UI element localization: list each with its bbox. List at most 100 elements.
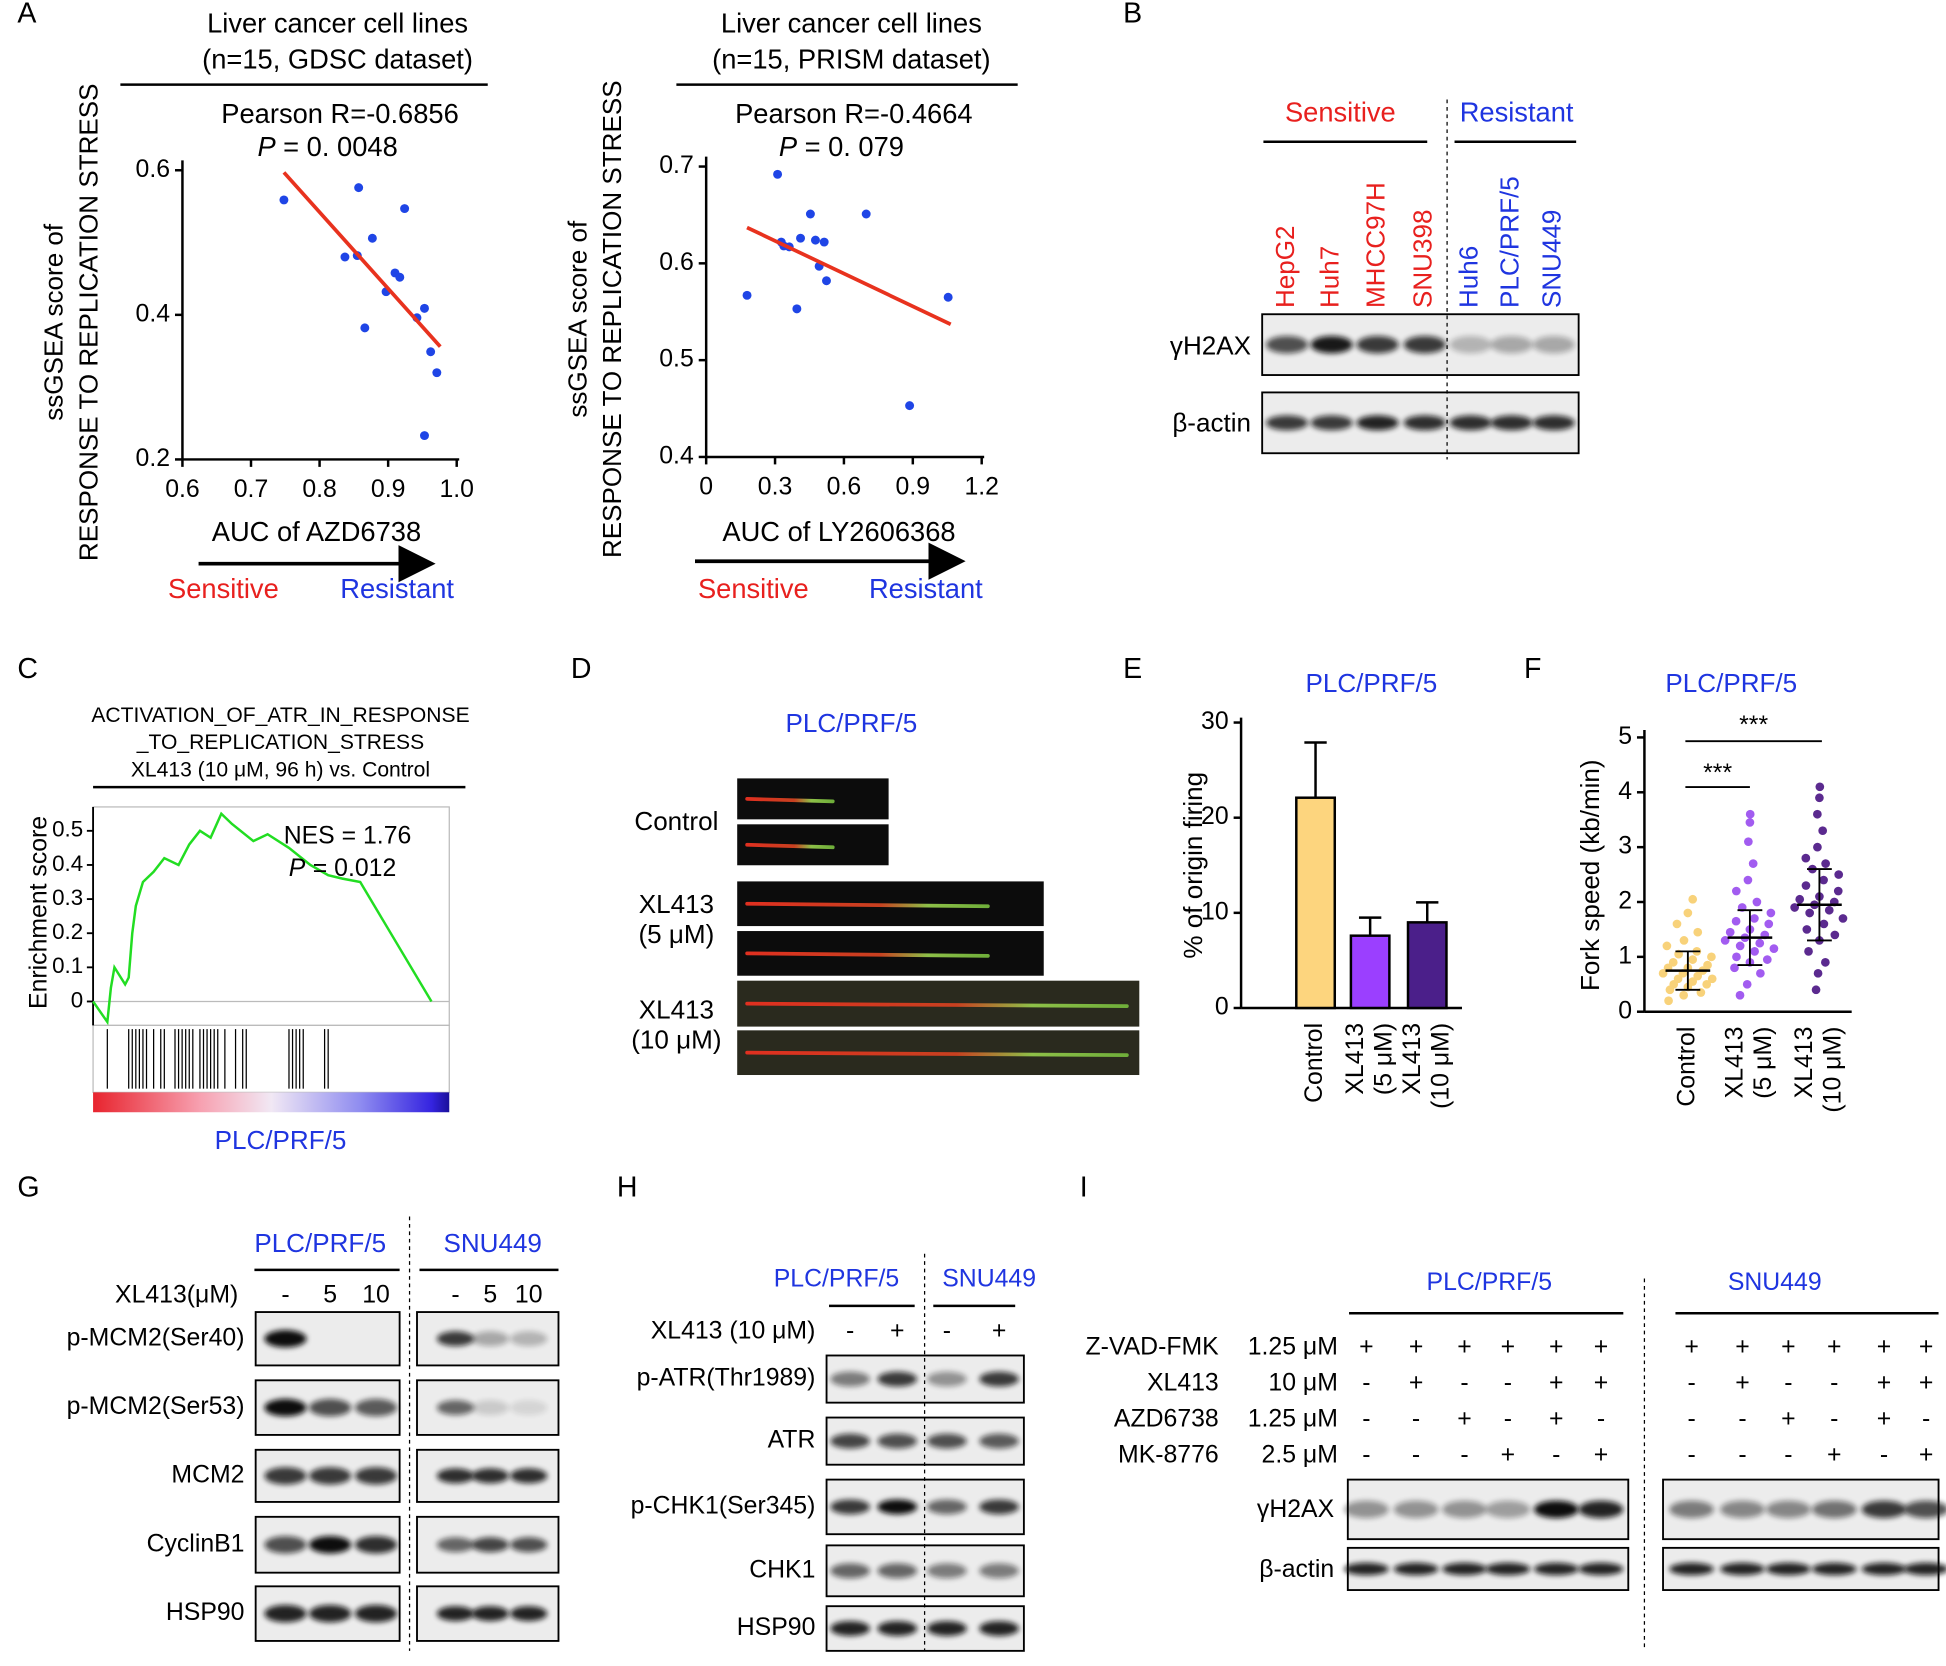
cell-label: SNU449 [942, 1265, 1036, 1292]
band [1393, 1562, 1439, 1576]
band [927, 1621, 967, 1636]
point [1838, 914, 1848, 923]
chart-title: PLC/PRF/5 [1665, 668, 1797, 698]
x-axis-label: AUC of AZD6738 [212, 516, 421, 547]
chart-title: Liver cancer cell lines [721, 7, 982, 38]
fiber [745, 951, 990, 958]
row-label: β-actin [1259, 1556, 1334, 1583]
point [1769, 944, 1779, 953]
fit-line [746, 225, 952, 327]
band [1490, 415, 1533, 431]
point [822, 276, 831, 286]
arrow-label: Resistant [869, 573, 983, 604]
point [819, 237, 829, 247]
x-tick-label: 0.6 [165, 476, 200, 503]
fiber [745, 842, 835, 850]
lane-sign: + [1735, 1370, 1750, 1397]
band [264, 1398, 307, 1417]
point [367, 233, 377, 243]
point [1672, 919, 1682, 929]
x-tick-label: XL413(10 μM) [1791, 1027, 1847, 1113]
point [1795, 894, 1805, 904]
band [1442, 1562, 1487, 1576]
lane-sign: - [1687, 1442, 1695, 1469]
lane-sign: + [1684, 1334, 1699, 1361]
y-tick-label: 0.4 [52, 851, 83, 876]
band [510, 1468, 548, 1484]
band [471, 1400, 509, 1416]
y-tick-label: 30 [1201, 708, 1229, 735]
lane-sign: + [1549, 1334, 1564, 1361]
y-tick-label: 0.4 [136, 300, 171, 327]
lane-sign: + [1359, 1334, 1374, 1361]
band [1490, 335, 1533, 354]
point [1735, 990, 1745, 1000]
point [1802, 925, 1812, 934]
lane-sign: + [1827, 1334, 1842, 1361]
chart-title: _TO_REPLICATION_STRESS [136, 731, 424, 754]
y-tick-label: 0.6 [659, 249, 694, 276]
lane-sign: - [1880, 1442, 1888, 1469]
text-line: (10 μM) [1427, 1023, 1454, 1109]
lane-sign: + [1594, 1334, 1609, 1361]
y-tick-label: 0.5 [52, 817, 83, 842]
band [264, 1604, 307, 1623]
bar [1295, 796, 1337, 1010]
y-axis-label: RESPONSE TO REPLICATION STRESS [73, 83, 103, 561]
band [1485, 1562, 1531, 1576]
lane-label: 5 [483, 1281, 497, 1308]
band [354, 1467, 398, 1485]
point [1668, 958, 1678, 967]
band [510, 1537, 548, 1553]
lane-sign: + [1409, 1370, 1424, 1397]
y-tick-label: 0 [1618, 997, 1632, 1024]
point [340, 252, 350, 262]
point [1744, 837, 1753, 847]
point [1732, 952, 1741, 962]
band [1344, 1500, 1389, 1519]
y-axis-label: Enrichment score [25, 816, 52, 1009]
x-tick-label: XL413(5 μM) [1721, 1027, 1777, 1099]
cell-label: PLC/PRF/5 [254, 1228, 386, 1258]
band [1720, 1500, 1765, 1519]
lane-sign: + [1781, 1334, 1796, 1361]
band [471, 1537, 509, 1553]
point [1755, 938, 1765, 948]
y-tick-label: 0 [1215, 994, 1229, 1021]
band [1356, 335, 1399, 354]
y-tick-label: 0.2 [136, 445, 170, 472]
fiber [745, 797, 835, 804]
lane-label: Huh6 [1454, 246, 1484, 308]
treatment-name: Z-VAD-FMK [1085, 1334, 1219, 1361]
arrow-label: Sensitive [698, 573, 809, 604]
band [1310, 415, 1353, 431]
y-tick-label: 0.6 [136, 156, 170, 183]
lane-sign: + [1781, 1406, 1796, 1433]
point [1683, 908, 1693, 918]
text-line: XL413 [1721, 1027, 1748, 1099]
point [1824, 905, 1834, 915]
point [420, 303, 429, 313]
text-line: (10 μM) [631, 1024, 721, 1054]
point [1804, 947, 1813, 956]
band [309, 1604, 352, 1623]
band [1265, 415, 1309, 431]
lane-label: Huh7 [1315, 246, 1345, 308]
treatment-label: XL413 (10 μM) [651, 1317, 816, 1344]
x-tick-label: 0.6 [827, 474, 862, 501]
point [1752, 897, 1762, 907]
row-label: ATR [768, 1427, 816, 1454]
lane-sign: - [1460, 1442, 1468, 1469]
point [1833, 886, 1843, 896]
point [1703, 960, 1712, 970]
lane-sign: + [1735, 1334, 1750, 1361]
row-label: XL413 (5 μM) [638, 889, 714, 949]
point [432, 368, 442, 378]
lane-sign: + [1549, 1406, 1564, 1433]
point [1790, 903, 1799, 912]
band [309, 1398, 352, 1417]
treatment-name: AZD6738 [1114, 1406, 1219, 1433]
band [1903, 1500, 1946, 1519]
treatment-dose: 10 μM [1268, 1370, 1337, 1397]
band [354, 1604, 398, 1623]
